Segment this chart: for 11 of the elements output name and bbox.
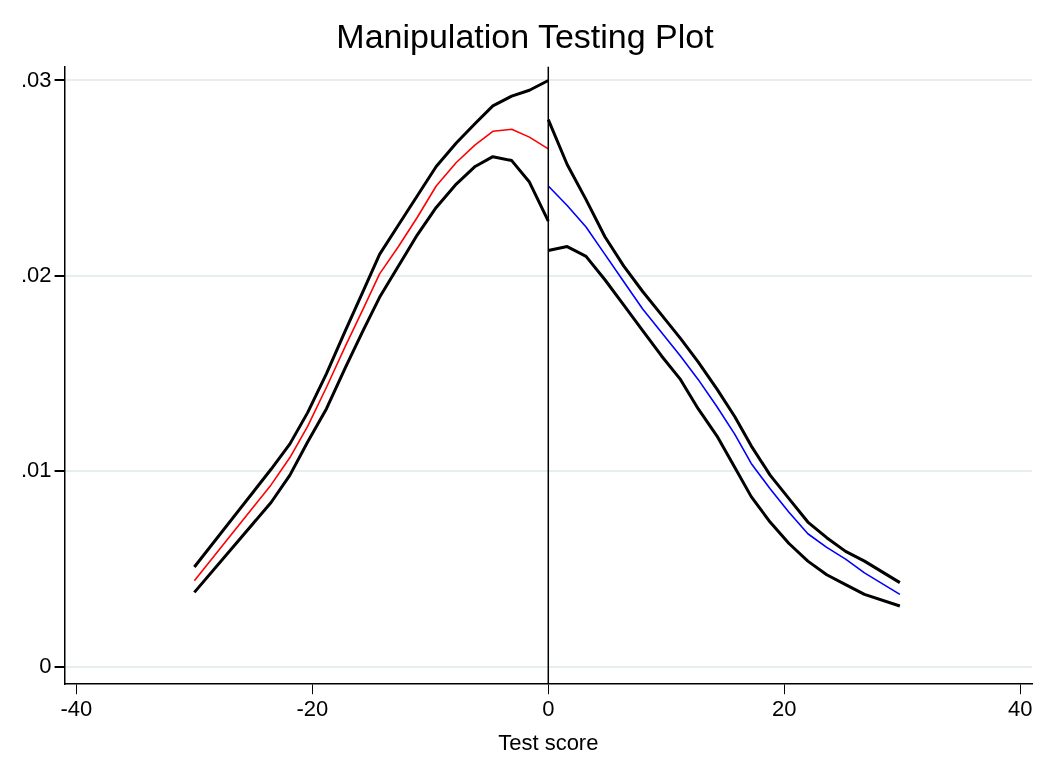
- x-tick-label: -20: [296, 696, 329, 722]
- x-tick-label: 20: [772, 696, 797, 722]
- x-tick-label: -40: [60, 696, 93, 722]
- x-axis-title: Test score: [498, 729, 599, 755]
- x-tick-label: 0: [542, 696, 555, 722]
- y-tick-label: .02: [20, 261, 52, 287]
- y-tick-label: 0: [39, 652, 52, 678]
- y-tick-label: .03: [20, 66, 52, 92]
- y-tick-label: .01: [20, 457, 52, 483]
- chart-title: Manipulation Testing Plot: [336, 16, 715, 55]
- x-tick-label: 40: [1007, 696, 1033, 722]
